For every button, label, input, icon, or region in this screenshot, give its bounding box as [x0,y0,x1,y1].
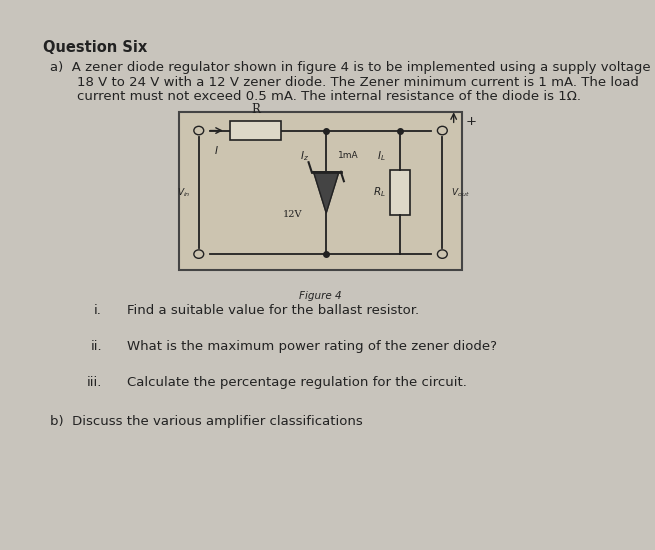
Text: 12V: 12V [282,210,302,219]
Text: What is the maximum power rating of the zener diode?: What is the maximum power rating of the … [126,340,496,353]
Text: $R_L$: $R_L$ [373,185,386,199]
Text: Question Six: Question Six [43,40,148,55]
Text: 1mA: 1mA [337,151,358,161]
Text: b)  Discuss the various amplifier classifications: b) Discuss the various amplifier classif… [50,415,362,428]
Bar [390,170,410,214]
Text: Find a suitable value for the ballast resistor.: Find a suitable value for the ballast re… [126,304,419,317]
Text: 18 V to 24 V with a 12 V zener diode. The Zener minimum current is 1 mA. The loa: 18 V to 24 V with a 12 V zener diode. Th… [77,76,639,89]
Bar [179,112,462,270]
Text: current must not exceed 0.5 mA. The internal resistance of the diode is 1Ω.: current must not exceed 0.5 mA. The inte… [77,90,582,103]
Bar [230,121,281,140]
Text: +: + [465,115,476,128]
Text: $I_z$: $I_z$ [300,149,309,163]
Text: iii.: iii. [86,376,102,389]
Text: i.: i. [94,304,102,317]
Text: I: I [214,146,217,156]
Text: R: R [251,103,260,116]
Text: Calculate the percentage regulation for the circuit.: Calculate the percentage regulation for … [126,376,466,389]
Text: $V_{in}$: $V_{in}$ [177,186,190,199]
Text: a)  A zener diode regulator shown in figure 4 is to be implemented using a suppl: a) A zener diode regulator shown in figu… [50,62,655,74]
Text: $V_{out}$: $V_{out}$ [451,186,470,199]
Text: $I_L$: $I_L$ [377,149,386,163]
Text: ii.: ii. [90,340,102,353]
Text: Figure 4: Figure 4 [299,291,342,301]
Polygon shape [314,172,339,213]
